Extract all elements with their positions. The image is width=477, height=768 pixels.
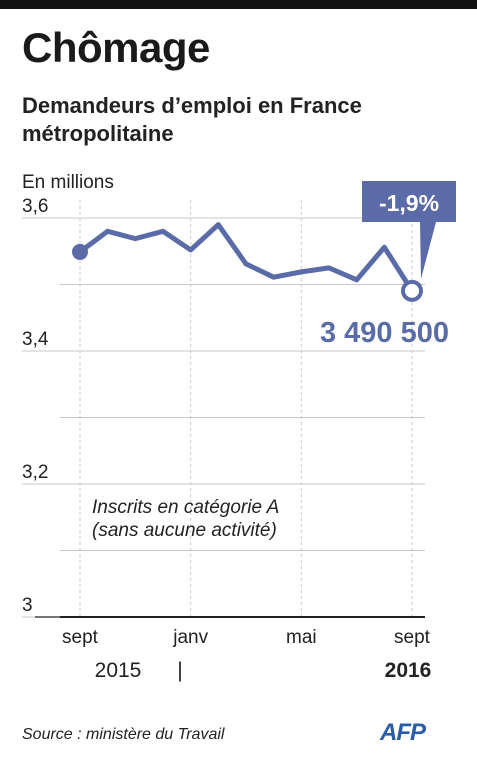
change-badge-pointer (420, 222, 436, 279)
y-tick-labels: 3 3,2 3,4 3,6 (22, 196, 60, 618)
last-value-label: 3 490 500 (320, 317, 449, 349)
y-tick-label: 3,4 (22, 329, 49, 350)
x-axis: sept janv mai sept 2015 | 2016 (62, 627, 431, 682)
x-year-separator: | (177, 659, 182, 682)
change-badge-label: -1,9% (379, 190, 439, 216)
y-tick-label: 3,2 (22, 462, 48, 483)
x-tick-label: mai (286, 627, 317, 648)
afp-logo: AFP (380, 719, 426, 746)
x-tick-label: sept (62, 627, 99, 648)
y-axis-unit: En millions (22, 172, 114, 193)
x-tick-label: janv (172, 627, 208, 648)
change-badge (362, 181, 456, 222)
note-annotation: Inscrits en catégorie A(sans aucune acti… (92, 497, 279, 541)
top-bar (0, 0, 477, 9)
data-point-end (401, 279, 423, 302)
source-note: Source : ministère du Travail (22, 726, 225, 743)
series-group (72, 222, 423, 302)
callout: -1,9% 3 490 500 (320, 181, 456, 349)
gridlines (35, 200, 425, 618)
x-tick-label: sept (394, 627, 431, 648)
x-year-label: 2015 (95, 659, 142, 682)
data-point-start (72, 243, 88, 260)
note-line: Inscrits en catégorie A (92, 497, 279, 518)
chart-title: Chômage (22, 24, 210, 71)
x-year-label: 2016 (385, 659, 432, 682)
chart-subtitle: Demandeurs d’emploi en France métropolit… (22, 93, 362, 146)
series-line (77, 222, 415, 294)
y-tick-label: 3 (22, 595, 33, 616)
y-tick-label: 3,6 (22, 196, 48, 217)
note-line: (sans aucune activité) (92, 520, 277, 541)
